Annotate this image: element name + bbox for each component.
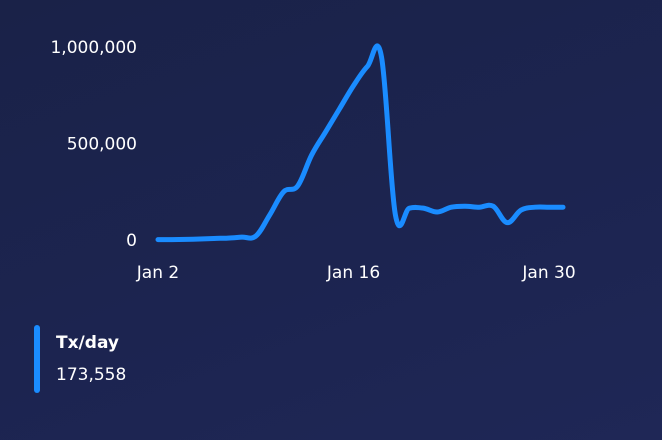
y-tick-label: 0 — [126, 231, 137, 251]
x-tick-label: Jan 30 — [521, 263, 575, 283]
y-tick-label: 1,000,000 — [50, 38, 137, 58]
x-axis: Jan 2 Jan 16 Jan 30 — [136, 263, 576, 283]
y-tick-label: 500,000 — [67, 135, 137, 155]
series-line — [155, 43, 566, 243]
line-chart: 0 500,000 1,000,000 Jan 2 Jan 16 Jan 30 — [50, 38, 576, 283]
legend-series-label: Tx/day — [56, 333, 119, 353]
series-group — [155, 43, 566, 243]
y-axis: 0 500,000 1,000,000 — [50, 38, 137, 251]
x-tick-label: Jan 2 — [136, 263, 179, 283]
legend-series-value: 173,558 — [56, 365, 127, 385]
x-tick-label: Jan 16 — [326, 263, 380, 283]
legend-color-bar — [34, 325, 40, 393]
